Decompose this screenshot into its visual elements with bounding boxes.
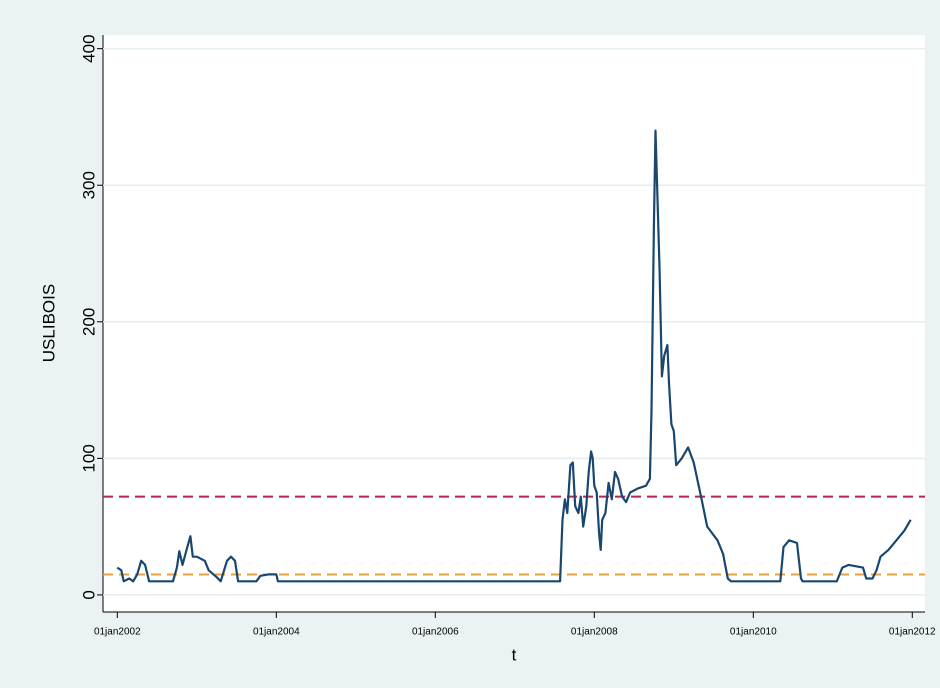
x-tick-label: 01jan2006 — [412, 627, 459, 638]
data-line — [116, 129, 912, 583]
y-tick-label: 400 — [79, 34, 98, 62]
y-tick-label: 0 — [79, 590, 98, 599]
y-tick-label: 200 — [79, 308, 98, 336]
x-tick-label: 01jan2010 — [730, 627, 777, 638]
y-tick-label: 300 — [79, 171, 98, 199]
plot-area — [103, 35, 925, 612]
x-tick-label: 01jan2008 — [571, 627, 618, 638]
x-tick-label: 01jan2004 — [253, 627, 300, 638]
x-tick-label: 01jan2002 — [94, 627, 141, 638]
x-axis-label: t — [512, 645, 517, 664]
y-tick-label: 100 — [79, 444, 98, 472]
x-tick-label: 01jan2012 — [889, 627, 936, 638]
y-axis-label: USLIBOIS — [39, 284, 58, 362]
